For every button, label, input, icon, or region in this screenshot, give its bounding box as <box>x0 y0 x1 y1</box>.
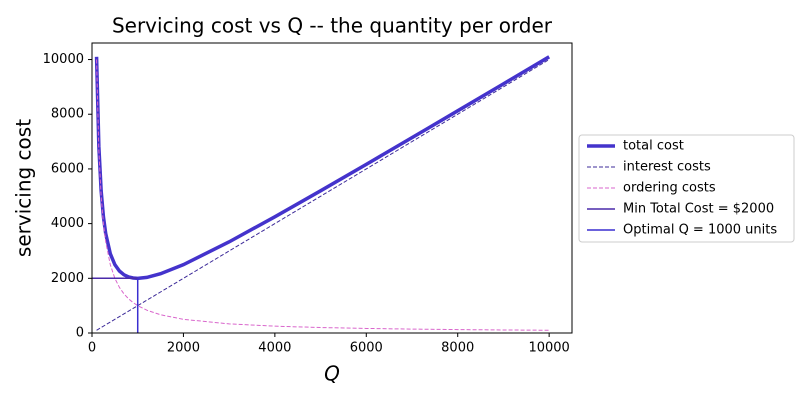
plot-frame <box>91 42 573 334</box>
legend-label: Optimal Q = 1000 units <box>623 223 777 238</box>
series-line <box>96 59 550 331</box>
x-tick-label: 10000 <box>528 341 569 356</box>
y-axis-label: servicing cost <box>12 119 36 257</box>
series-line <box>94 55 551 281</box>
chart-title: Servicing cost vs Q -- the quantity per … <box>112 14 553 38</box>
legend-label: interest costs <box>623 160 711 175</box>
legend-box <box>578 134 795 243</box>
x-tick-label: 0 <box>88 341 96 356</box>
y-tick-label: 2000 <box>51 271 84 286</box>
y-tick-label: 4000 <box>51 216 84 231</box>
legend-label: Min Total Cost = $2000 <box>623 202 774 217</box>
x-tick-label: 8000 <box>441 341 474 356</box>
x-tick-label: 2000 <box>167 341 200 356</box>
y-tick-label: 6000 <box>51 161 84 176</box>
y-tick-label: 0 <box>76 326 84 341</box>
x-tick-label: 4000 <box>258 341 291 356</box>
x-tick-label: 6000 <box>350 341 383 356</box>
legend-label: ordering costs <box>623 181 716 196</box>
series-line <box>96 59 550 331</box>
x-axis-label: Q <box>324 362 340 386</box>
y-tick-label: 10000 <box>43 52 84 67</box>
y-tick-label: 8000 <box>51 107 84 122</box>
legend-label: total cost <box>623 139 684 154</box>
